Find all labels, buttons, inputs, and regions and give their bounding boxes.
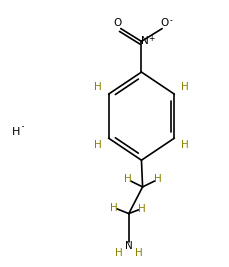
Text: N: N xyxy=(124,241,132,252)
Text: O: O xyxy=(113,18,122,28)
Text: N: N xyxy=(140,36,148,46)
Text: ·: · xyxy=(21,121,25,134)
Text: H: H xyxy=(115,248,123,258)
Text: -: - xyxy=(169,16,172,25)
Text: O: O xyxy=(160,18,168,28)
Text: H: H xyxy=(180,82,188,92)
Text: H: H xyxy=(123,174,131,184)
Text: +: + xyxy=(147,34,154,43)
Text: H: H xyxy=(153,174,161,184)
Text: H: H xyxy=(94,140,102,150)
Text: H: H xyxy=(137,204,145,214)
Text: H: H xyxy=(94,82,102,92)
Text: H: H xyxy=(109,203,117,213)
Text: H: H xyxy=(180,140,188,150)
Text: H: H xyxy=(134,248,142,258)
Text: H: H xyxy=(12,127,20,137)
